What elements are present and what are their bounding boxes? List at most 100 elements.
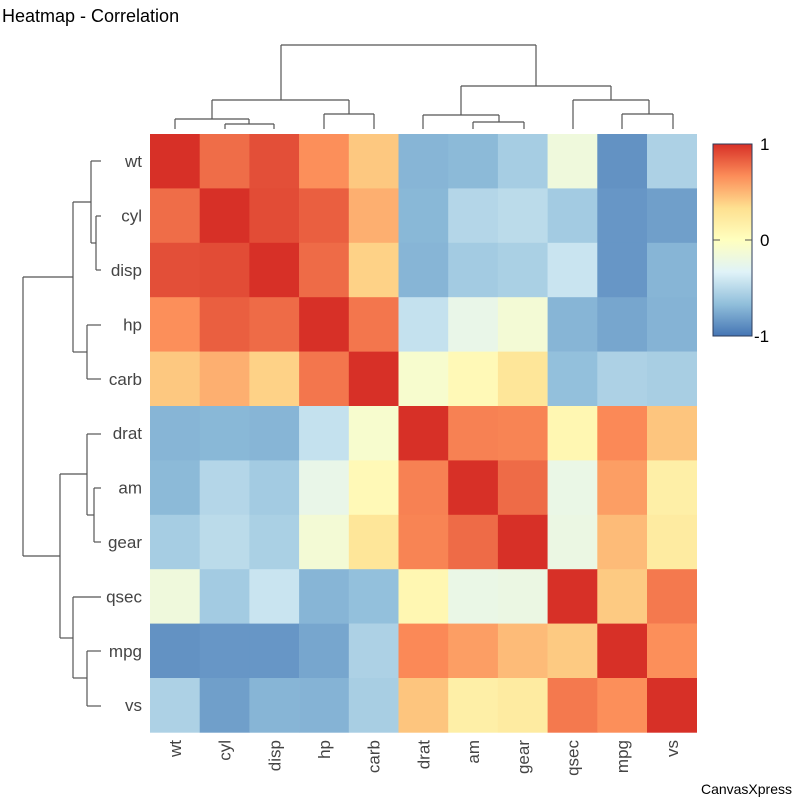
heatmap-cell-qsec-am[interactable]: [448, 569, 499, 624]
heatmap-cell-carb-gear[interactable]: [497, 351, 548, 407]
heatmap-cell-drat-am[interactable]: [448, 406, 499, 461]
heatmap-cell-mpg-gear[interactable]: [497, 623, 548, 679]
heatmap-cell-mpg-drat[interactable]: [398, 623, 449, 679]
heatmap-cell-qsec-drat[interactable]: [398, 569, 449, 624]
heatmap-cell-wt-cyl[interactable]: [199, 134, 250, 189]
heatmap-cell-carb-vs[interactable]: [647, 351, 697, 407]
heatmap-cell-carb-drat[interactable]: [398, 351, 449, 407]
heatmap-cell-wt-vs[interactable]: [647, 134, 697, 189]
heatmap-cell-vs-vs[interactable]: [647, 678, 697, 733]
heatmap-cell-disp-mpg[interactable]: [597, 242, 648, 298]
heatmap-cell-qsec-qsec[interactable]: [547, 569, 598, 624]
heatmap-cell-gear-qsec[interactable]: [547, 514, 598, 570]
heatmap-cell-gear-hp[interactable]: [299, 514, 350, 570]
heatmap-cell-am-cyl[interactable]: [199, 460, 250, 516]
heatmap-cell-gear-carb[interactable]: [348, 514, 399, 570]
heatmap-cell-carb-qsec[interactable]: [547, 351, 598, 407]
heatmap-cell-qsec-gear[interactable]: [497, 569, 548, 624]
heatmap-cell-cyl-disp[interactable]: [249, 188, 300, 244]
heatmap-cell-qsec-vs[interactable]: [647, 569, 697, 624]
heatmap-cell-cyl-carb[interactable]: [348, 188, 399, 244]
heatmap-cell-gear-wt[interactable]: [150, 514, 200, 570]
heatmap-cell-vs-hp[interactable]: [299, 678, 350, 733]
heatmap-cell-cyl-cyl[interactable]: [199, 188, 250, 244]
heatmap-cell-am-wt[interactable]: [150, 460, 200, 516]
heatmap-cell-gear-vs[interactable]: [647, 514, 697, 570]
heatmap-cell-vs-drat[interactable]: [398, 678, 449, 733]
heatmap-cell-gear-cyl[interactable]: [199, 514, 250, 570]
heatmap-cell-drat-drat[interactable]: [398, 406, 449, 461]
heatmap-cell-hp-wt[interactable]: [150, 297, 200, 352]
heatmap-cell-mpg-wt[interactable]: [150, 623, 200, 679]
heatmap-cell-hp-drat[interactable]: [398, 297, 449, 352]
heatmap-cell-drat-qsec[interactable]: [547, 406, 598, 461]
heatmap-cell-disp-cyl[interactable]: [199, 242, 250, 298]
heatmap-cell-mpg-carb[interactable]: [348, 623, 399, 679]
heatmap-cell-disp-disp[interactable]: [249, 242, 300, 298]
heatmap-cell-disp-drat[interactable]: [398, 242, 449, 298]
heatmap-cell-hp-cyl[interactable]: [199, 297, 250, 352]
heatmap-cell-am-qsec[interactable]: [547, 460, 598, 516]
heatmap-cell-gear-drat[interactable]: [398, 514, 449, 570]
heatmap-cell-carb-carb[interactable]: [348, 351, 399, 407]
heatmap-cell-cyl-mpg[interactable]: [597, 188, 648, 244]
heatmap-cell-am-mpg[interactable]: [597, 460, 648, 516]
heatmap-cell-hp-carb[interactable]: [348, 297, 399, 352]
heatmap-cell-qsec-carb[interactable]: [348, 569, 399, 624]
heatmap-cell-vs-qsec[interactable]: [547, 678, 598, 733]
heatmap-cell-wt-mpg[interactable]: [597, 134, 648, 189]
heatmap-cell-drat-vs[interactable]: [647, 406, 697, 461]
heatmap-cell-vs-cyl[interactable]: [199, 678, 250, 733]
heatmap-cell-wt-gear[interactable]: [497, 134, 548, 189]
heatmap-cell-cyl-drat[interactable]: [398, 188, 449, 244]
heatmap-cell-am-disp[interactable]: [249, 460, 300, 516]
heatmap-cell-gear-mpg[interactable]: [597, 514, 648, 570]
heatmap-cell-wt-wt[interactable]: [150, 134, 200, 189]
heatmap-cell-hp-disp[interactable]: [249, 297, 300, 352]
heatmap-cell-wt-disp[interactable]: [249, 134, 300, 189]
heatmap-cell-am-hp[interactable]: [299, 460, 350, 516]
heatmap-cell-drat-wt[interactable]: [150, 406, 200, 461]
heatmap-cell-gear-am[interactable]: [448, 514, 499, 570]
heatmap-cell-disp-am[interactable]: [448, 242, 499, 298]
heatmap-cell-vs-wt[interactable]: [150, 678, 200, 733]
heatmap-cell-hp-vs[interactable]: [647, 297, 697, 352]
heatmap-cell-hp-qsec[interactable]: [547, 297, 598, 352]
heatmap-cell-cyl-hp[interactable]: [299, 188, 350, 244]
heatmap-cell-hp-am[interactable]: [448, 297, 499, 352]
heatmap-cell-mpg-cyl[interactable]: [199, 623, 250, 679]
heatmap-cell-mpg-disp[interactable]: [249, 623, 300, 679]
heatmap-cell-cyl-vs[interactable]: [647, 188, 697, 244]
heatmap-cell-am-vs[interactable]: [647, 460, 697, 516]
heatmap-cell-am-am[interactable]: [448, 460, 499, 516]
heatmap-cell-cyl-am[interactable]: [448, 188, 499, 244]
heatmap-cell-carb-mpg[interactable]: [597, 351, 648, 407]
heatmap-cell-vs-mpg[interactable]: [597, 678, 648, 733]
heatmap-cell-disp-qsec[interactable]: [547, 242, 598, 298]
heatmap-cell-wt-am[interactable]: [448, 134, 499, 189]
heatmap-cell-mpg-mpg[interactable]: [597, 623, 648, 679]
heatmap-cell-qsec-hp[interactable]: [299, 569, 350, 624]
heatmap-cell-drat-cyl[interactable]: [199, 406, 250, 461]
heatmap-cell-vs-gear[interactable]: [497, 678, 548, 733]
heatmap-cell-drat-disp[interactable]: [249, 406, 300, 461]
heatmap-cell-carb-wt[interactable]: [150, 351, 200, 407]
heatmap-cell-cyl-gear[interactable]: [497, 188, 548, 244]
heatmap-cell-hp-hp[interactable]: [299, 297, 350, 352]
heatmap-cell-mpg-qsec[interactable]: [547, 623, 598, 679]
heatmap-cell-disp-vs[interactable]: [647, 242, 697, 298]
heatmap-cell-am-gear[interactable]: [497, 460, 548, 516]
heatmap-cell-qsec-wt[interactable]: [150, 569, 200, 624]
heatmap-cell-drat-gear[interactable]: [497, 406, 548, 461]
heatmap-cell-mpg-am[interactable]: [448, 623, 499, 679]
heatmap-cell-disp-wt[interactable]: [150, 242, 200, 298]
heatmap-cell-am-drat[interactable]: [398, 460, 449, 516]
heatmap-cell-cyl-wt[interactable]: [150, 188, 200, 244]
heatmap-cell-drat-hp[interactable]: [299, 406, 350, 461]
heatmap-cell-carb-am[interactable]: [448, 351, 499, 407]
heatmap-cell-vs-disp[interactable]: [249, 678, 300, 733]
heatmap-cell-qsec-mpg[interactable]: [597, 569, 648, 624]
heatmap-cell-vs-carb[interactable]: [348, 678, 399, 733]
heatmap-cell-disp-hp[interactable]: [299, 242, 350, 298]
heatmap-cell-mpg-vs[interactable]: [647, 623, 697, 679]
